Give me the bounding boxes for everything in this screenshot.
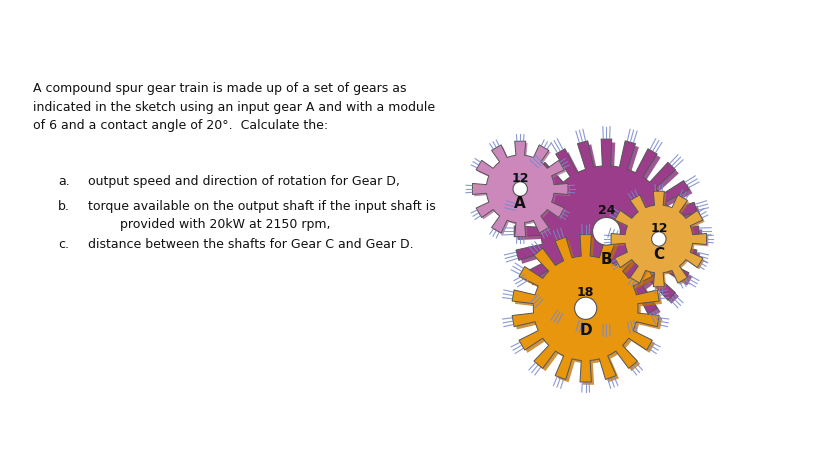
Text: 24: 24: [598, 204, 615, 217]
Polygon shape: [515, 238, 662, 385]
Circle shape: [593, 218, 620, 246]
Text: 12: 12: [650, 222, 667, 235]
Text: b.: b.: [58, 200, 70, 213]
Text: 12: 12: [512, 172, 529, 185]
Text: output speed and direction of rotation for Gear D,: output speed and direction of rotation f…: [88, 174, 400, 188]
Text: 18: 18: [577, 285, 595, 298]
Polygon shape: [518, 143, 702, 327]
Text: a.: a.: [58, 174, 70, 188]
Polygon shape: [613, 194, 708, 289]
Text: torque available on the output shaft if the input shaft is
        provided with: torque available on the output shaft if …: [88, 200, 436, 231]
Circle shape: [575, 297, 597, 319]
Text: D: D: [579, 323, 592, 338]
Polygon shape: [611, 192, 707, 287]
Polygon shape: [473, 142, 568, 237]
Circle shape: [652, 232, 666, 246]
Polygon shape: [514, 140, 699, 324]
Text: A compound spur gear train is made up of a set of gears as
indicated in the sket: A compound spur gear train is made up of…: [33, 82, 435, 132]
Polygon shape: [512, 235, 659, 382]
Text: C: C: [654, 246, 664, 261]
Text: distance between the shafts for Gear C and Gear D.: distance between the shafts for Gear C a…: [88, 237, 414, 251]
Circle shape: [513, 182, 527, 197]
Text: A: A: [514, 196, 526, 211]
Polygon shape: [474, 144, 570, 239]
Text: c.: c.: [58, 237, 69, 251]
Text: B: B: [600, 251, 613, 266]
